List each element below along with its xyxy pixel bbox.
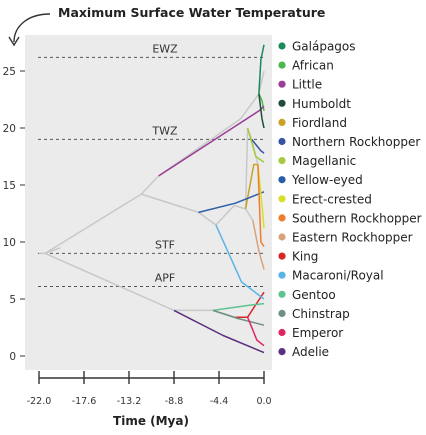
- legend-label: Southern Rockhopper: [292, 211, 422, 225]
- series-line-humboldt: [258, 93, 265, 129]
- legend-label: Fiordland: [292, 116, 347, 130]
- legend-swatch: [278, 309, 286, 317]
- legend-swatch: [278, 176, 286, 184]
- ancestral-branch-2: [140, 175, 160, 195]
- series-line-little: [158, 105, 265, 177]
- y-tick-label: 15: [3, 180, 16, 192]
- ancestral-branch-8: [215, 204, 235, 226]
- legend-swatch: [278, 252, 286, 260]
- series-line-emperor: [246, 316, 265, 347]
- legend-label: Gentoo: [292, 288, 336, 302]
- legend-item-adelie: Adelie: [278, 345, 329, 359]
- legend-swatch: [278, 137, 286, 146]
- legend-label: African: [292, 59, 334, 73]
- legend-item-african: African: [278, 59, 334, 73]
- reference-label-ewz: EWZ: [152, 42, 178, 55]
- legend: Galápagos African Little Humboldt Fiordland N…: [278, 40, 422, 359]
- ancestral-branch-10: [244, 127, 249, 209]
- legend-label: Chinstrap: [292, 307, 350, 321]
- series-line-magellanic: [246, 127, 265, 163]
- x-tick-label: -22.0: [27, 396, 52, 407]
- x-tick-label: -4.4: [210, 396, 229, 407]
- legend-swatch: [278, 233, 286, 241]
- ancestral-branch-1: [44, 193, 142, 255]
- legend-item-erect-crested: Erect-crested: [278, 192, 372, 206]
- series-line-northern-rockhopper: [251, 138, 265, 154]
- x-axis-label: Time (Mya): [113, 414, 189, 428]
- reference-label-stf: STF: [155, 238, 175, 251]
- ancestral-branch-7: [198, 211, 217, 226]
- legend-swatch: [278, 271, 286, 279]
- series-line-fiordland: [244, 163, 258, 210]
- series-line-galapagos: [258, 44, 265, 94]
- legend-label: Macaroni/Royal: [292, 269, 384, 283]
- legend-item-southern-rockhopper: Southern Rockhopper: [278, 211, 422, 225]
- legend-item-eastern-rockhopper: Eastern Rockhopper: [278, 231, 413, 245]
- ancestral-branch-4: [239, 93, 260, 120]
- legend-swatch: [278, 214, 286, 222]
- legend-label: Little: [292, 78, 322, 92]
- legend-item-northern-rockhopper: Northern Rockhopper: [278, 135, 420, 149]
- legend-swatch: [278, 195, 286, 203]
- legend-label: Northern Rockhopper: [292, 135, 420, 149]
- x-tick-label: -17.6: [72, 396, 97, 407]
- y-tick-label: 0: [9, 351, 16, 363]
- series-line-southern-rockhopper: [257, 164, 265, 248]
- legend-item-chinstrap: Chinstrap: [278, 307, 350, 321]
- ancestral-branch-6: [141, 193, 199, 214]
- legend-label: Erect-crested: [292, 192, 372, 206]
- legend-label: Yellow-eyed: [291, 173, 363, 187]
- legend-label: Magellanic: [292, 154, 356, 168]
- legend-label: Emperor: [292, 326, 343, 340]
- legend-item-little: Little: [278, 78, 322, 92]
- legend-label: Adelie: [292, 345, 329, 359]
- chart-title: Maximum Surface Water Temperature: [58, 5, 325, 20]
- legend-item-emperor: Emperor: [278, 326, 343, 340]
- series-line-gentoo: [212, 302, 265, 312]
- legend-item-gentoo: Gentoo: [278, 288, 336, 302]
- legend-item-galapagos: Galápagos: [278, 40, 356, 54]
- series-line-eastern-rockhopper: [252, 220, 265, 270]
- legend-swatch: [278, 328, 286, 337]
- legend-item-king: King: [278, 250, 318, 264]
- legend-item-magellanic: Magellanic: [278, 154, 356, 168]
- x-tick-label: -8.8: [165, 396, 184, 407]
- y-tick-label: 5: [9, 294, 16, 306]
- legend-label: Humboldt: [292, 97, 351, 111]
- series-line-chinstrap: [212, 309, 265, 326]
- legend-label: Eastern Rockhopper: [292, 231, 413, 245]
- plot-area: [25, 35, 272, 370]
- legend-swatch: [278, 348, 286, 356]
- legend-swatch: [278, 157, 286, 165]
- legend-swatch: [278, 42, 286, 50]
- ancestral-branch-14: [44, 252, 175, 312]
- legend-item-fiordland: Fiordland: [278, 116, 347, 130]
- series-line-yellow-eyed: [198, 191, 265, 214]
- legend-swatch: [278, 61, 286, 69]
- y-tick-label: 10: [3, 237, 16, 249]
- legend-item-macaroni-royal: Macaroni/Royal: [278, 269, 384, 283]
- ancestral-branch-13: [244, 208, 254, 221]
- x-tick-label: 0.0: [256, 396, 271, 407]
- legend-label: King: [292, 250, 318, 264]
- series-line-adelie: [173, 309, 265, 354]
- title-arrow-icon: [8, 13, 51, 47]
- legend-swatch: [278, 80, 286, 88]
- reference-label-apf: APF: [155, 271, 176, 284]
- y-tick-label: 25: [3, 66, 16, 78]
- series-line-macaroni-royal: [215, 224, 265, 300]
- series-line-erect-crested: [257, 164, 265, 229]
- legend-label: Galápagos: [292, 40, 356, 54]
- legend-swatch: [278, 118, 286, 126]
- x-tick-label: -13.2: [117, 396, 142, 407]
- legend-item-yellow-eyed: Yellow-eyed: [278, 173, 363, 187]
- legend-swatch: [278, 99, 286, 107]
- reference-label-twz: TWZ: [151, 124, 178, 137]
- legend-swatch: [278, 290, 286, 298]
- legend-item-humboldt: Humboldt: [278, 97, 351, 111]
- y-tick-label: 20: [3, 123, 16, 135]
- ancestral-branch-9: [234, 204, 246, 210]
